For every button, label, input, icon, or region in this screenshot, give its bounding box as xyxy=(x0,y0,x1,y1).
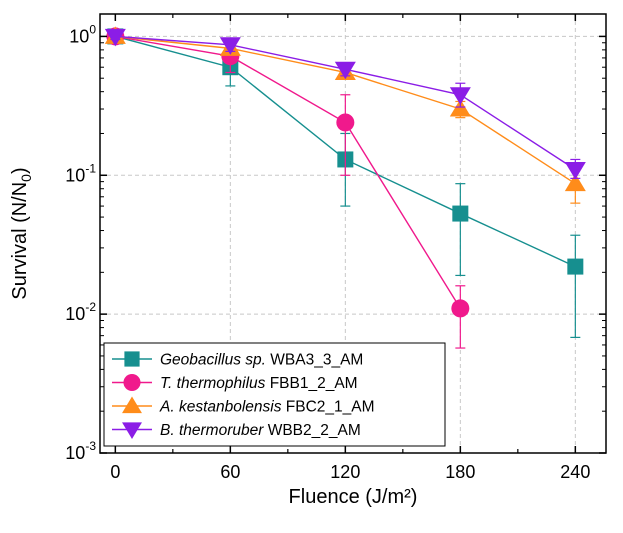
series-layer xyxy=(104,26,586,349)
legend-marker xyxy=(124,351,140,367)
y-axis-label-subscript: 0 xyxy=(18,174,34,182)
legend-label: B. thermoruber WBB2_2_AM xyxy=(160,422,361,439)
data-point xyxy=(449,87,471,105)
legend-box xyxy=(103,342,446,447)
data-point xyxy=(567,258,584,275)
legend-label: Geobacillus sp. WBA3_3_AM xyxy=(160,352,363,369)
y-tick-label: 10-3 xyxy=(65,439,96,463)
x-tick-label: 60 xyxy=(220,462,240,482)
series-4 xyxy=(104,28,586,180)
y-axis-label-close: ) xyxy=(9,167,31,174)
y-axis: 100 10-1 10-2 10-3 xyxy=(65,22,606,463)
data-point xyxy=(449,99,471,117)
plot-frame xyxy=(99,13,607,454)
legend-label: T. thermophilus FBB1_2_AM xyxy=(160,375,358,392)
data-point xyxy=(336,113,355,132)
x-tick-label: 120 xyxy=(330,462,360,482)
legend-marker xyxy=(122,396,142,414)
legend-marker xyxy=(122,422,142,439)
x-tick-label: 0 xyxy=(110,462,120,482)
y-tick-label: 10-1 xyxy=(65,161,96,185)
data-point xyxy=(564,162,586,180)
x-axis: 0 60 120 180 240 xyxy=(110,14,590,482)
legend-marker xyxy=(123,373,141,392)
y-tick-label: 10-2 xyxy=(65,300,96,324)
y-axis-label: Survival (N/N0) xyxy=(9,167,34,299)
x-tick-label: 240 xyxy=(560,462,590,482)
data-point xyxy=(564,173,586,192)
x-axis-label: Fluence (J/m²) xyxy=(289,486,418,508)
data-point xyxy=(104,28,126,47)
data-point xyxy=(451,299,470,318)
legend-label: A. kestanbolensis FBC2_1_AM xyxy=(159,399,375,416)
data-point xyxy=(452,205,469,222)
series-line xyxy=(115,35,461,309)
x-tick-label: 180 xyxy=(445,462,475,482)
y-tick-label: 100 xyxy=(69,22,96,46)
legend: Geobacillus sp. WBA3_3_AM T. thermophilus… xyxy=(103,342,446,447)
data-point xyxy=(334,61,356,80)
y-axis-label-main: Survival (N/N xyxy=(9,182,31,300)
data-point xyxy=(219,37,241,55)
